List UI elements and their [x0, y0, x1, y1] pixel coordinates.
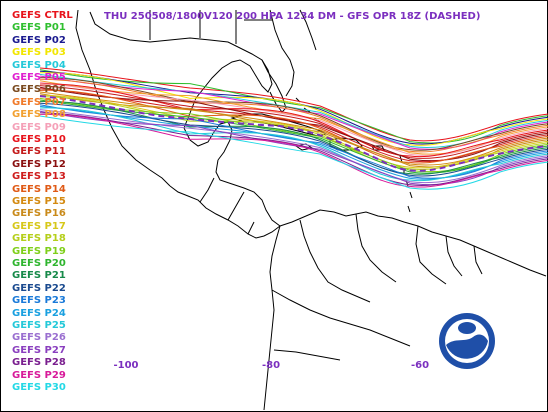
- noaa-logo: [439, 313, 495, 369]
- streamline: [39, 69, 548, 144]
- streamline: [39, 86, 548, 162]
- legend-item: GEFS P24: [12, 307, 66, 319]
- streamline: [39, 70, 548, 145]
- legend-item: GEFS P05: [12, 72, 66, 83]
- legend-item: GEFS P17: [12, 220, 66, 232]
- legend-item: GEFS P21: [12, 270, 66, 282]
- streamline: [39, 109, 548, 184]
- legend-item: GEFS P08: [12, 109, 66, 121]
- gfs-opr-dashed-line: [39, 95, 548, 172]
- legend-item: GEFS P12: [12, 158, 66, 170]
- legend-item: GEFS P09: [12, 121, 66, 133]
- legend-item: GEFS P30: [12, 382, 66, 393]
- legend-item: GEFS P26: [12, 332, 66, 344]
- streamline: [39, 104, 548, 179]
- legend-item: GEFS P01: [12, 22, 66, 34]
- ensemble-streamlines: [39, 67, 548, 190]
- legend-item: GEFS P18: [12, 233, 66, 245]
- streamline: [39, 112, 548, 187]
- streamline: [39, 75, 548, 150]
- coastlines: [75, 9, 547, 411]
- streamline: [39, 105, 548, 180]
- streamline: [39, 110, 548, 186]
- streamline: [39, 94, 548, 169]
- legend-item: GEFS P16: [12, 208, 66, 220]
- legend-item: GEFS CTRL: [12, 10, 73, 21]
- lon-label-80w: -80: [261, 360, 281, 371]
- streamline: [39, 88, 548, 163]
- lon-label-100w: -100: [113, 360, 139, 371]
- streamline: [39, 80, 548, 155]
- legend-item: GEFS P13: [12, 171, 66, 183]
- legend-item: GEFS P25: [12, 320, 66, 331]
- map-header: THU 250508/1800V120 200 HPA 1234 DM - GF…: [104, 11, 481, 22]
- streamline: [39, 93, 548, 168]
- legend-item: GEFS P22: [12, 282, 66, 294]
- legend-item: GEFS P23: [12, 295, 66, 307]
- legend-item: GEFS P10: [12, 134, 66, 145]
- legend-item: GEFS P04: [12, 59, 66, 71]
- legend-item: GEFS P06: [12, 84, 66, 96]
- legend-item: GEFS P11: [12, 146, 66, 158]
- legend-item: GEFS P20: [12, 258, 66, 269]
- legend-item: GEFS P15: [12, 196, 66, 207]
- legend-item: GEFS P19: [12, 245, 66, 257]
- streamline: [39, 115, 548, 190]
- streamline: [39, 91, 548, 166]
- legend-item: GEFS P14: [12, 183, 66, 195]
- streamline: [39, 72, 548, 146]
- streamline: [39, 73, 548, 149]
- streamline: [39, 101, 548, 175]
- legend-item: GEFS P28: [12, 357, 66, 369]
- legend-item: GEFS P02: [12, 34, 66, 46]
- streamline: [39, 77, 548, 151]
- legend-item: GEFS P29: [12, 369, 66, 381]
- streamline: [39, 81, 548, 156]
- legend-item: GEFS P07: [12, 96, 66, 108]
- legend-item: GEFS P03: [12, 47, 66, 59]
- legend-item: GEFS P27: [12, 344, 66, 356]
- lon-label-60w: -60: [410, 360, 430, 371]
